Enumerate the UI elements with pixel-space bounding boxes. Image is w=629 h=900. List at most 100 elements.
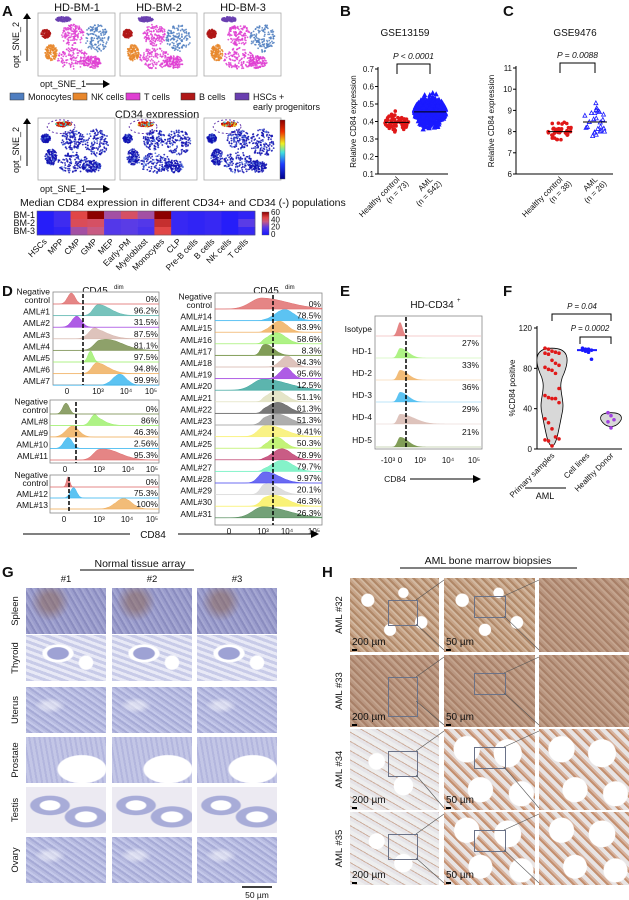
cell-dot bbox=[99, 132, 102, 135]
cell-dot bbox=[180, 163, 183, 166]
cell-dot bbox=[150, 33, 152, 36]
cell-dot bbox=[89, 46, 92, 48]
cell-dot bbox=[153, 42, 156, 45]
cell-dot bbox=[176, 61, 179, 64]
cell-dot bbox=[69, 144, 72, 147]
cell-dot bbox=[94, 48, 97, 51]
cell-dot bbox=[68, 133, 71, 135]
cell-dot bbox=[162, 65, 165, 68]
cell-dot bbox=[160, 169, 163, 171]
cell-dot bbox=[104, 137, 107, 140]
cell-dot bbox=[173, 49, 176, 52]
cell-dot bbox=[253, 36, 256, 39]
cell-dot bbox=[74, 158, 77, 161]
cell-dot bbox=[260, 63, 263, 66]
cell-dot bbox=[49, 158, 51, 161]
cell-dot bbox=[97, 23, 100, 26]
cell-dot bbox=[86, 40, 89, 42]
cell-dot bbox=[182, 145, 184, 147]
cell-dot bbox=[227, 38, 230, 41]
cell-dot bbox=[217, 56, 220, 59]
scale-bar-label: 200 µm bbox=[352, 795, 386, 806]
cell-dot bbox=[188, 35, 190, 37]
cell-dot bbox=[145, 40, 147, 43]
cell-dot bbox=[145, 57, 147, 60]
biopsy-micrograph bbox=[539, 578, 629, 652]
cell-dot bbox=[83, 162, 85, 165]
cell-dot bbox=[172, 47, 175, 50]
cell-dot bbox=[159, 159, 161, 162]
sample-title: HD-BM-3 bbox=[220, 2, 266, 14]
cell-dot bbox=[146, 133, 149, 136]
cell-dot bbox=[169, 149, 172, 152]
cell-dot bbox=[233, 17, 235, 20]
scale-bar-label: 200 µm bbox=[352, 637, 386, 648]
cell-dot bbox=[62, 55, 65, 58]
cell-dot bbox=[237, 65, 240, 68]
cell-dot bbox=[163, 153, 166, 156]
cell-dot bbox=[150, 124, 152, 127]
cell-dot bbox=[262, 140, 264, 143]
cell-dot bbox=[75, 146, 78, 149]
cell-dot bbox=[210, 52, 213, 55]
cell-dot bbox=[87, 139, 90, 141]
cell-dot bbox=[77, 154, 79, 157]
cell-dot bbox=[89, 41, 92, 44]
cell-dot bbox=[62, 158, 65, 161]
cell-dot bbox=[48, 135, 51, 138]
cell-dot bbox=[61, 139, 64, 142]
tissue-micrograph bbox=[26, 787, 106, 833]
cell-dot bbox=[166, 61, 169, 64]
cell-dot bbox=[225, 157, 227, 159]
cell-dot bbox=[229, 62, 232, 64]
cell-dot bbox=[66, 142, 69, 144]
cell-dot bbox=[236, 67, 239, 70]
cell-dot bbox=[158, 27, 161, 30]
cell-dot bbox=[64, 146, 67, 148]
cell-dot bbox=[268, 36, 271, 39]
cell-dot bbox=[138, 161, 141, 164]
cell-dot bbox=[259, 154, 262, 156]
cell-dot bbox=[270, 145, 273, 147]
cell-dot bbox=[123, 33, 126, 36]
cell-dot bbox=[48, 153, 51, 156]
cell-dot bbox=[50, 160, 53, 163]
cell-dot bbox=[46, 57, 49, 60]
cell-dot bbox=[250, 56, 253, 59]
cell-dot bbox=[79, 65, 82, 68]
cell-dot bbox=[234, 27, 237, 30]
cell-dot bbox=[184, 35, 187, 38]
cell-dot bbox=[185, 46, 187, 48]
cell-dot bbox=[231, 39, 234, 42]
cell-dot bbox=[94, 163, 96, 166]
cell-dot bbox=[44, 48, 47, 51]
cell-dot bbox=[74, 41, 76, 44]
cell-dot bbox=[254, 145, 257, 148]
cell-dot bbox=[90, 56, 92, 59]
cell-dot bbox=[154, 26, 157, 29]
cell-dot bbox=[67, 49, 70, 52]
cell-dot bbox=[230, 38, 233, 41]
cell-dot bbox=[136, 162, 139, 164]
cell-dot bbox=[268, 39, 271, 42]
cell-dot bbox=[170, 142, 173, 144]
scale-bar: 50 µm bbox=[446, 712, 474, 726]
cell-dot bbox=[231, 158, 234, 161]
cell-dot bbox=[130, 163, 133, 166]
cell-dot bbox=[153, 148, 156, 151]
cell-dot bbox=[51, 49, 54, 52]
cell-dot bbox=[125, 34, 127, 36]
cell-dot bbox=[166, 62, 169, 65]
cell-dot bbox=[252, 40, 255, 43]
cell-dot bbox=[41, 30, 44, 33]
cell-dot bbox=[261, 57, 264, 60]
cell-dot bbox=[241, 170, 244, 173]
cell-dot bbox=[72, 52, 75, 55]
cell-dot bbox=[86, 147, 89, 150]
cell-dot bbox=[126, 50, 129, 53]
cell-dot bbox=[85, 157, 88, 160]
cell-dot bbox=[75, 59, 77, 62]
cell-dot bbox=[211, 56, 214, 59]
cell-dot bbox=[180, 151, 183, 153]
cell-dot bbox=[243, 141, 246, 144]
